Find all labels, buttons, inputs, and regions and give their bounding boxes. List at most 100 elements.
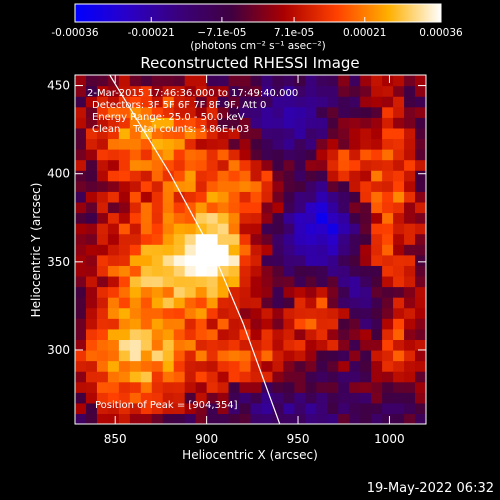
heatmap-pixel [118, 75, 131, 87]
heatmap-pixel [118, 201, 131, 214]
heatmap-pixel [404, 360, 416, 372]
heatmap-pixel [360, 360, 372, 372]
heatmap-pixel [184, 170, 197, 182]
heatmap-pixel [107, 149, 120, 161]
heatmap-pixel [217, 381, 230, 393]
heatmap-pixel [206, 254, 219, 266]
heatmap-pixel [129, 96, 142, 108]
heatmap-pixel [228, 413, 241, 424]
heatmap-pixel [382, 349, 394, 362]
heatmap-pixel [371, 402, 383, 415]
heatmap-pixel [206, 328, 219, 340]
heatmap-pixel [382, 360, 394, 372]
heatmap-pixel [371, 360, 383, 372]
heatmap-pixel [415, 117, 426, 129]
heatmap-pixel [294, 402, 306, 415]
heatmap-pixel [107, 201, 120, 214]
heatmap-pixel [283, 265, 295, 277]
heatmap-pixel [316, 265, 328, 277]
heatmap-pixel [272, 254, 285, 266]
heatmap-pixel [382, 106, 394, 118]
heatmap-pixel [294, 149, 306, 161]
heatmap-pixel [404, 402, 416, 415]
heatmap-pixel [151, 201, 164, 214]
heatmap-pixel [129, 223, 142, 235]
heatmap-pixel [140, 149, 153, 161]
heatmap-pixel [140, 180, 153, 192]
heatmap-pixel [393, 286, 405, 298]
heatmap-pixel [404, 117, 416, 129]
heatmap-pixel [316, 201, 328, 214]
heatmap-pixel [294, 254, 306, 266]
heatmap-pixel [371, 191, 383, 203]
heatmap-pixel [162, 402, 175, 415]
heatmap-pixel [107, 170, 120, 182]
heatmap-pixel [349, 297, 361, 309]
axis-ticks: 850 900 950 1000 300 350 400 450 [47, 75, 426, 446]
heatmap-pixel [96, 85, 109, 97]
heatmap-pixel [294, 328, 306, 340]
heatmap-pixel [393, 159, 405, 171]
heatmap-pixel [382, 392, 394, 404]
heatmap-pixel [107, 223, 120, 235]
heatmap-pixel [129, 159, 142, 171]
heatmap-pixel [195, 360, 208, 372]
heatmap-pixel [173, 244, 186, 256]
heatmap-pixel [316, 275, 328, 288]
heatmap-pixel [85, 180, 98, 192]
heatmap-pixel [349, 360, 361, 372]
heatmap-pixel [371, 149, 383, 161]
heatmap-pixel [349, 138, 361, 150]
heatmap-pixel [327, 127, 339, 140]
heatmap-pixel [393, 96, 405, 108]
heatmap-pixel [107, 85, 120, 97]
heatmap-pixel [349, 413, 361, 424]
heatmap-pixel [294, 349, 306, 362]
heatmap-pixel [107, 212, 120, 224]
heatmap-pixel [75, 201, 87, 214]
heatmap-pixel [283, 392, 295, 404]
heatmap-pixel [129, 233, 142, 245]
heatmap-pixel [217, 328, 230, 340]
heatmap-pixel [294, 392, 306, 404]
heatmap-pixel [261, 402, 274, 415]
heatmap-pixel [162, 223, 175, 235]
heatmap-pixel [217, 371, 230, 383]
heatmap-pixel [360, 339, 372, 351]
heatmap-pixel [316, 138, 328, 150]
heatmap-pixel [129, 85, 142, 97]
heatmap-pixel [382, 328, 394, 340]
heatmap-pixel [217, 318, 230, 330]
heatmap-pixel [305, 265, 317, 277]
heatmap-pixel [316, 318, 328, 330]
heatmap-pixel [195, 318, 208, 330]
heatmap-pixel [250, 413, 263, 424]
heatmap-pixel [239, 307, 252, 319]
heatmap-pixel [294, 212, 306, 224]
heatmap-pixel [239, 149, 252, 161]
heatmap-pixel [338, 149, 350, 161]
heatmap-pixel [118, 307, 131, 319]
heatmap-pixel [96, 75, 109, 87]
heatmap-pixel [195, 297, 208, 309]
heatmap-pixel [415, 170, 426, 182]
heatmap-pixel [85, 191, 98, 203]
heatmap-pixel [173, 318, 186, 330]
heatmap-pixel [316, 159, 328, 171]
heatmap-pixel [283, 254, 295, 266]
heatmap-pixel [162, 318, 175, 330]
heatmap-pixel [371, 96, 383, 108]
heatmap-pixel [305, 138, 317, 150]
heatmap-pixel [261, 275, 274, 288]
heatmap-pixel [272, 201, 285, 214]
heatmap-pixel [371, 85, 383, 97]
heatmap-pixel [382, 85, 394, 97]
heatmap-pixel [173, 191, 186, 203]
heatmap-pixel [327, 138, 339, 150]
heatmap-pixel [173, 360, 186, 372]
heatmap-pixel [228, 286, 241, 298]
heatmap-pixel [305, 212, 317, 224]
heatmap-pixel [393, 127, 405, 140]
heatmap-pixel [75, 159, 87, 171]
heatmap-pixel [140, 159, 153, 171]
